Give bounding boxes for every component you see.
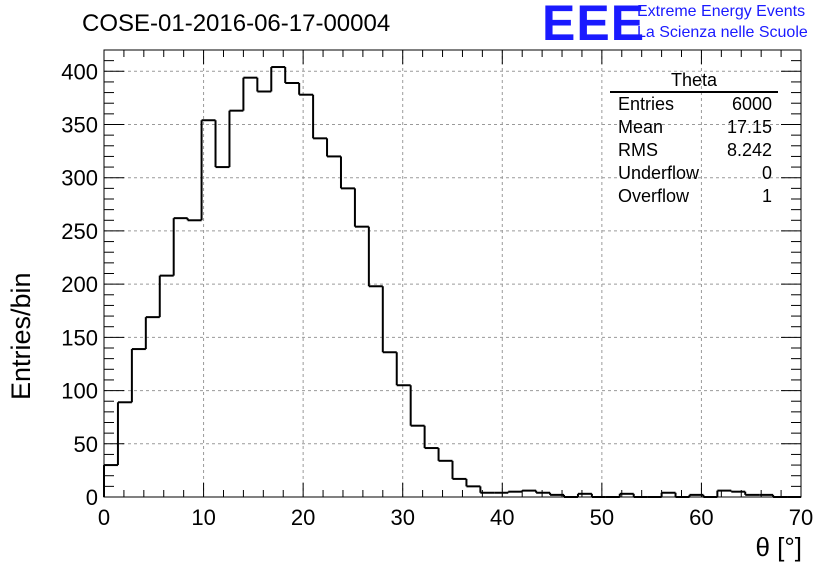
stats-value: 0 <box>761 163 772 183</box>
x-tick-label: 20 <box>291 505 315 530</box>
x-tick-label: 10 <box>191 505 215 530</box>
y-tick-label: 150 <box>61 325 98 350</box>
stats-row-rms: RMS 8.242 <box>610 139 778 162</box>
stats-box-title: Theta <box>610 70 778 93</box>
x-tick-label: 70 <box>789 505 813 530</box>
stats-row-overflow: Overflow 1 <box>610 185 778 208</box>
stats-label: Mean <box>618 117 664 137</box>
y-tick-label: 350 <box>61 113 98 138</box>
y-tick-label: 400 <box>61 59 98 84</box>
stats-row-underflow: Underflow 0 <box>610 162 778 185</box>
y-tick-label: 0 <box>86 485 98 510</box>
x-tick-label: 40 <box>490 505 514 530</box>
axis-ticks <box>103 49 802 498</box>
x-tick-label: 30 <box>390 505 414 530</box>
x-axis-label: θ [°] <box>755 532 802 562</box>
logo-caption-line2: La Scienza nelle Scuole <box>637 24 808 41</box>
stats-label: RMS <box>618 140 658 160</box>
grid-lines <box>104 50 801 497</box>
y-tick-label: 100 <box>61 379 98 404</box>
y-tick-label: 50 <box>74 432 98 457</box>
y-axis-label: Entries/bin <box>6 272 36 400</box>
stats-value: 8.242 <box>726 140 772 160</box>
logo-caption-line1: Extreme Energy Events <box>637 3 806 20</box>
plot-title: COSE-01-2016-06-17-00004 <box>82 10 391 37</box>
y-tick-label: 250 <box>61 219 98 244</box>
stats-value: 1 <box>761 186 772 206</box>
x-tick-label: 0 <box>98 505 110 530</box>
y-tick-label: 200 <box>61 272 98 297</box>
stats-row-mean: Mean 17.15 <box>610 116 778 139</box>
stats-value: 6000 <box>731 94 772 114</box>
x-tick-label: 50 <box>590 505 614 530</box>
stats-label: Overflow <box>618 186 690 206</box>
stats-label: Entries <box>618 94 675 114</box>
eee-logo: EEE <box>542 0 646 51</box>
x-tick-label: 60 <box>689 505 713 530</box>
stats-box: Theta Entries 6000 Mean 17.15 RMS 8.242 … <box>610 70 778 208</box>
y-tick-label: 300 <box>61 166 98 191</box>
stats-row-entries: Entries 6000 <box>610 93 778 116</box>
stats-value: 17.15 <box>726 117 772 137</box>
stats-label: Underflow <box>618 163 700 183</box>
